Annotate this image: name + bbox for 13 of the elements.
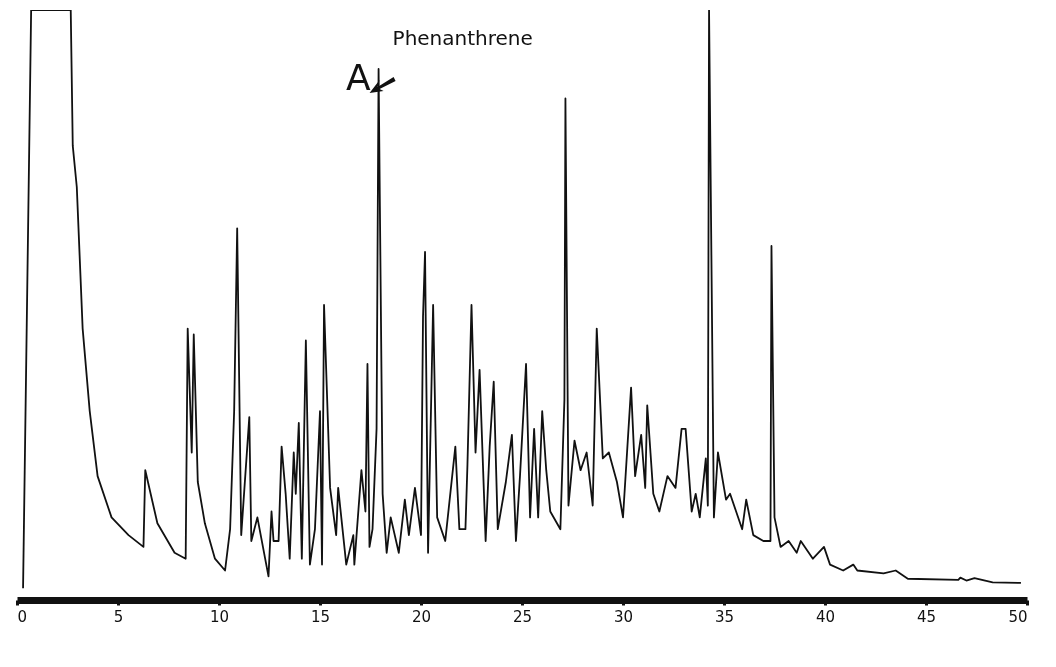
x-tick-label: 50 (1008, 607, 1028, 626)
x-tick-label: 40 (815, 607, 836, 626)
x-tick-label: 35 (714, 607, 735, 626)
annotation: A (345, 57, 371, 98)
x-tick-label: 5 (113, 607, 124, 626)
x-tick-label: 15 (310, 607, 331, 626)
x-tick-label: 10 (209, 607, 230, 626)
x-tick-label: 0 (17, 607, 28, 626)
x-tick-label: 30 (613, 607, 634, 626)
x-tick-label: 25 (512, 607, 533, 626)
annotation: Phenanthrene (392, 26, 533, 50)
x-tick-label: 20 (411, 607, 432, 626)
x-tick-label: 45 (916, 607, 937, 626)
